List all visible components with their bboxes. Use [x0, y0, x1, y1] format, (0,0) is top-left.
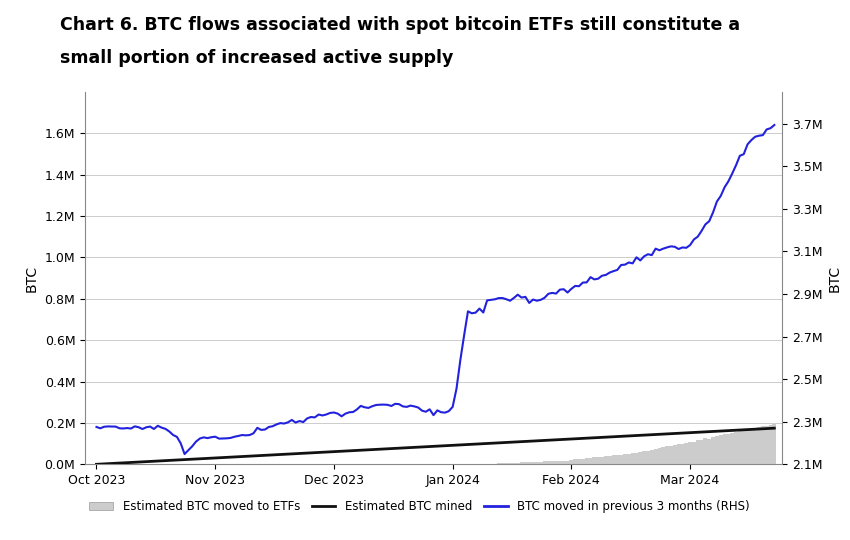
Bar [612, 455, 615, 464]
Bar [734, 432, 738, 464]
Bar [535, 462, 539, 464]
Bar [753, 428, 757, 464]
Bar [677, 444, 681, 464]
Bar [730, 433, 734, 464]
Bar [658, 448, 661, 464]
Bar [542, 462, 547, 464]
Y-axis label: BTC: BTC [828, 265, 842, 292]
Bar [673, 445, 677, 464]
Bar [516, 463, 519, 464]
Bar [623, 454, 627, 464]
Bar [627, 454, 631, 464]
Bar [666, 447, 669, 464]
Bar [688, 442, 692, 464]
Bar [750, 429, 753, 464]
Bar [635, 453, 638, 464]
Bar [761, 426, 765, 464]
Bar [531, 462, 535, 464]
Bar [600, 457, 604, 464]
Bar [608, 456, 612, 464]
Bar [577, 459, 581, 464]
Bar [539, 462, 542, 464]
Bar [504, 463, 508, 464]
Bar [738, 431, 742, 464]
Bar [512, 463, 516, 464]
Bar [496, 463, 501, 464]
Bar [768, 425, 773, 464]
Legend: Estimated BTC moved to ETFs, Estimated BTC mined, BTC moved in previous 3 months: Estimated BTC moved to ETFs, Estimated B… [85, 496, 754, 518]
Bar [646, 450, 650, 464]
Bar [638, 451, 643, 464]
Bar [573, 460, 577, 464]
Bar [681, 444, 684, 464]
Bar [765, 426, 768, 464]
Bar [773, 424, 776, 464]
Bar [519, 462, 524, 464]
Bar [643, 451, 646, 464]
Bar [757, 427, 761, 464]
Y-axis label: BTC: BTC [25, 265, 39, 292]
Bar [550, 461, 554, 464]
Text: Chart 6. BTC flows associated with spot bitcoin ETFs still constitute a: Chart 6. BTC flows associated with spot … [60, 16, 740, 34]
Bar [620, 455, 623, 464]
Bar [745, 430, 750, 464]
Bar [722, 434, 727, 464]
Bar [524, 462, 527, 464]
Bar [661, 448, 666, 464]
Bar [711, 437, 715, 464]
Bar [684, 443, 688, 464]
Bar [501, 463, 504, 464]
Bar [527, 462, 531, 464]
Bar [508, 463, 512, 464]
Bar [654, 449, 658, 464]
Bar [742, 430, 745, 464]
Bar [669, 446, 673, 464]
Bar [547, 461, 550, 464]
Bar [588, 458, 592, 464]
Bar [696, 440, 700, 464]
Bar [565, 461, 570, 464]
Bar [700, 440, 704, 464]
Bar [692, 442, 696, 464]
Bar [719, 435, 722, 464]
Bar [707, 438, 711, 464]
Bar [554, 461, 558, 464]
Bar [581, 459, 585, 464]
Bar [631, 453, 635, 464]
Bar [650, 449, 654, 464]
Bar [562, 461, 565, 464]
Bar [727, 434, 730, 464]
Bar [570, 460, 573, 464]
Bar [615, 455, 620, 464]
Bar [715, 436, 719, 464]
Bar [596, 457, 600, 464]
Text: small portion of increased active supply: small portion of increased active supply [60, 49, 453, 66]
Bar [604, 456, 608, 464]
Bar [558, 461, 562, 464]
Bar [704, 438, 707, 464]
Bar [592, 457, 596, 464]
Bar [585, 458, 588, 464]
